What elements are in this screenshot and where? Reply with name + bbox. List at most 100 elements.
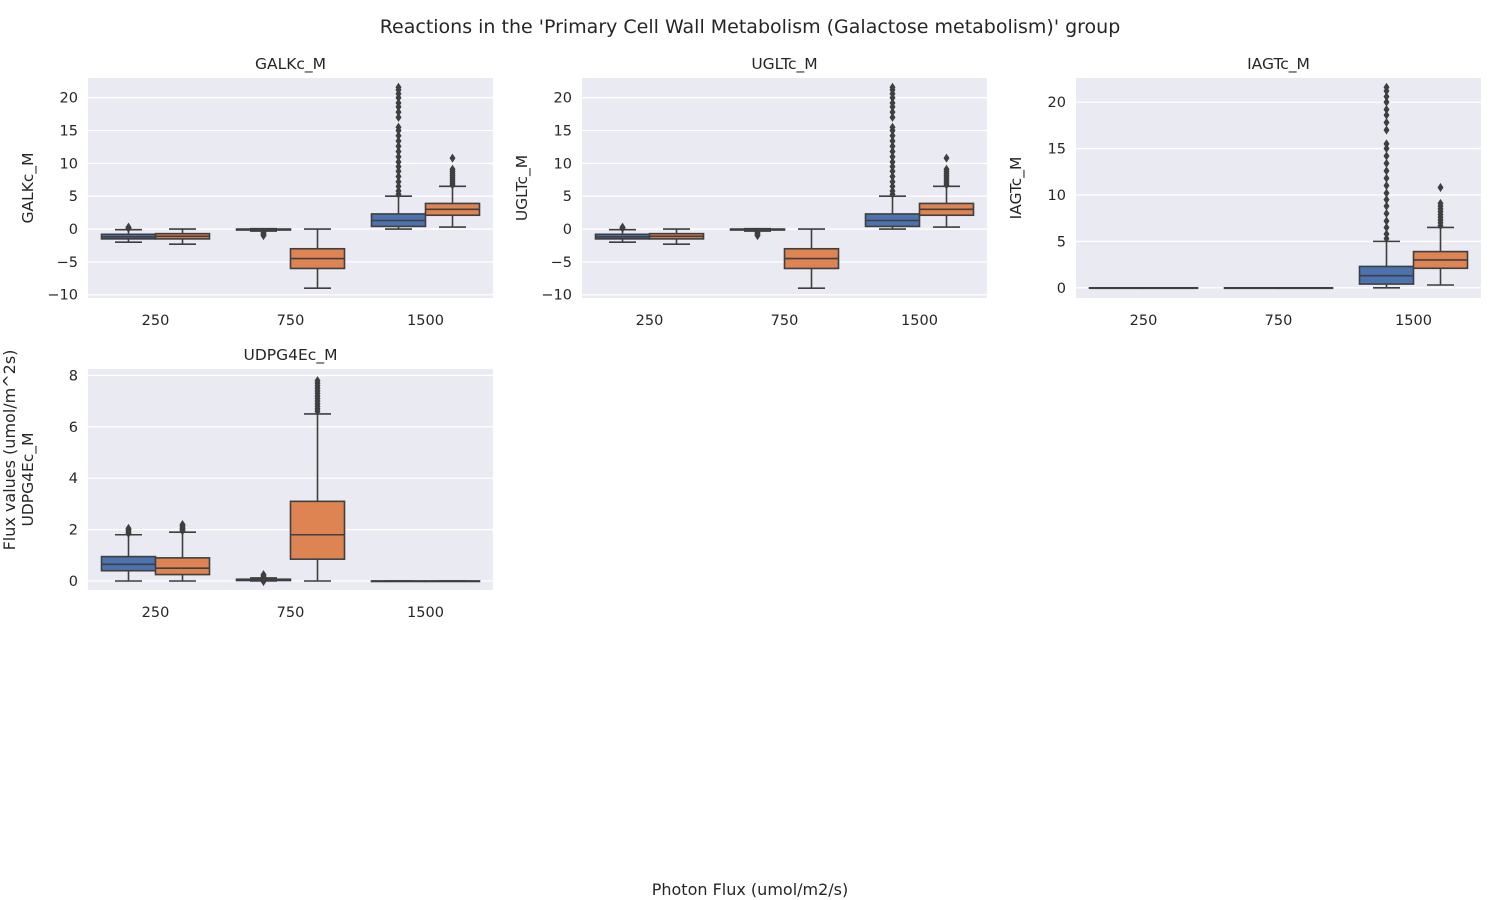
outlier-point	[943, 164, 950, 174]
subplot-udpg4ec-m: 0 2 4 6 8 250 750 1500 UDPG4Ec_M UDPG4Ec_M	[19, 346, 493, 621]
box-1500-series-2	[1412, 183, 1469, 286]
box-750-series-1	[729, 227, 786, 241]
y-tick-label: 5	[1057, 234, 1066, 250]
y-tick-label: 0	[1057, 281, 1066, 297]
x-tick-label: 750	[771, 313, 799, 329]
y-tick-label: 5	[563, 189, 572, 205]
outlier-point	[395, 107, 402, 117]
outlier-point	[889, 82, 896, 92]
y-tick-label: 10	[60, 156, 78, 172]
outlier-point	[889, 112, 896, 122]
y-tick-label: 2	[69, 523, 78, 539]
outlier-point	[889, 107, 896, 117]
y-axis-label: UGLTc_M	[513, 155, 532, 221]
box-body	[154, 557, 211, 576]
outlier-point	[395, 172, 402, 182]
y-tick-label: −5	[551, 255, 572, 271]
subplot-ugltc-m: −10 −5 0 5 10 15 20 250 750 1500 UGLTc_M UGLTc_M	[513, 55, 987, 329]
y-tick-label: 20	[1048, 95, 1066, 111]
box-1500-series-1	[864, 82, 921, 230]
outlier-point	[395, 147, 402, 157]
outlier-point	[395, 131, 402, 141]
y-tick-label: 20	[60, 91, 78, 107]
box-250-series-1	[1088, 286, 1145, 290]
outlier-point	[395, 177, 402, 187]
x-tick-label: 750	[277, 605, 305, 621]
figure-suptitle: Reactions in the 'Primary Cell Wall Meta…	[380, 16, 1121, 38]
outlier-point	[395, 157, 402, 167]
x-tick-label: 250	[1130, 313, 1158, 329]
y-tick-label: 20	[554, 91, 572, 107]
outlier-point	[1383, 97, 1390, 107]
outlier-point	[1383, 209, 1390, 219]
outlier-point	[1383, 92, 1390, 102]
outlier-point	[619, 222, 626, 232]
box-750-series-2	[1277, 286, 1334, 290]
outlier-point	[1383, 118, 1390, 128]
box-body	[289, 500, 346, 560]
outlier-point	[889, 172, 896, 182]
shared-xlabel: Photon Flux (umol/m2/s)	[652, 880, 849, 899]
box-750-series-2	[289, 376, 346, 582]
outlier-point	[125, 222, 132, 232]
box-1500-series-1	[1358, 82, 1415, 289]
outlier-point	[1383, 229, 1390, 239]
outlier-point	[1383, 151, 1390, 161]
outlier-point	[754, 231, 761, 241]
outlier-point	[889, 152, 896, 162]
outlier-point	[395, 162, 402, 172]
y-tick-label: 15	[554, 124, 572, 140]
outlier-point	[1383, 144, 1390, 154]
box-250-series-2	[648, 228, 705, 245]
outlier-point	[314, 376, 321, 386]
outlier-point	[260, 570, 267, 580]
outlier-point	[1437, 183, 1444, 193]
box-1500-series-2	[424, 580, 481, 583]
box-250-series-2	[154, 519, 211, 582]
outlier-point	[1383, 82, 1390, 92]
outlier-point	[395, 122, 402, 132]
y-tick-label: 10	[554, 156, 572, 172]
outlier-point	[1437, 198, 1444, 208]
subplot-iagtc-m: 0 5 10 15 20 250 750 1500 IAGTc_M IAGTc_M	[1007, 55, 1481, 329]
outlier-point	[395, 152, 402, 162]
outlier-point	[889, 162, 896, 172]
box-750-series-2	[289, 228, 346, 289]
subplot-title: GALKc_M	[255, 55, 326, 74]
outlier-point	[395, 166, 402, 176]
outlier-point	[889, 166, 896, 176]
outlier-point	[125, 523, 132, 533]
y-tick-label: 8	[69, 368, 78, 384]
box-250-series-1	[100, 523, 157, 582]
y-tick-label: 0	[563, 222, 572, 238]
x-tick-label: 250	[636, 313, 664, 329]
outlier-point	[889, 157, 896, 167]
y-tick-label: 0	[69, 222, 78, 238]
box-1500-series-2	[918, 153, 975, 228]
outlier-point	[1383, 195, 1390, 205]
y-tick-label: −5	[57, 255, 78, 271]
box-250-series-2	[1142, 286, 1199, 290]
outlier-point	[395, 136, 402, 146]
outlier-point	[889, 141, 896, 151]
x-tick-label: 750	[277, 313, 305, 329]
outlier-point	[395, 186, 402, 196]
outlier-point	[889, 177, 896, 187]
outlier-point	[889, 136, 896, 146]
x-tick-label: 250	[142, 605, 170, 621]
y-axis-label: IAGTc_M	[1007, 157, 1026, 220]
box-750-series-1	[235, 570, 292, 587]
x-tick-label: 1500	[901, 313, 938, 329]
outlier-point	[1383, 201, 1390, 211]
outlier-point	[943, 153, 950, 163]
shared-ylabel: Flux values (umol/m^2s)	[0, 350, 19, 551]
box-1500-series-2	[424, 153, 481, 228]
y-tick-label: 15	[1048, 142, 1066, 158]
subplot-title: UDPG4Ec_M	[244, 346, 338, 365]
outlier-point	[1383, 234, 1390, 244]
outlier-point	[889, 131, 896, 141]
x-tick-label: 1500	[407, 313, 444, 329]
outlier-point	[1383, 216, 1390, 226]
outlier-point	[1383, 105, 1390, 115]
